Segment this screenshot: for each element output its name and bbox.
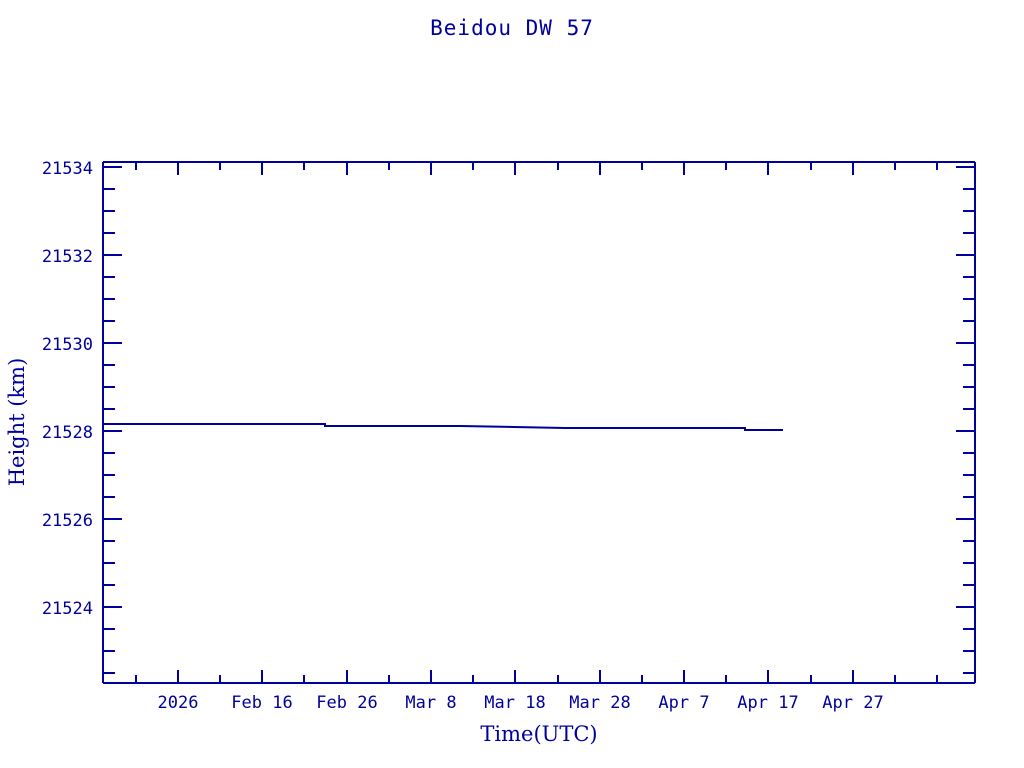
x-tick-label: Apr 17 bbox=[737, 693, 798, 713]
x-axis-ticks bbox=[135, 162, 938, 683]
x-tick-label: Feb 16 bbox=[231, 693, 292, 713]
plot-frame bbox=[102, 161, 976, 684]
x-tick-label: Mar 28 bbox=[569, 693, 630, 713]
y-axis-title: Height (km) bbox=[5, 358, 29, 487]
x-axis-title: Time(UTC) bbox=[480, 722, 597, 746]
y-tick-label: 21524 bbox=[42, 599, 93, 619]
y-axis-tick-labels: 21534 21532 21530 21528 21526 21524 bbox=[42, 159, 93, 619]
y-tick-label: 21530 bbox=[42, 335, 93, 355]
x-tick-label: Apr 7 bbox=[658, 693, 709, 713]
x-axis-tick-labels: 2026 Feb 16 Feb 26 Mar 8 Mar 18 Mar 28 A… bbox=[158, 693, 884, 713]
x-tick-label: Mar 18 bbox=[484, 693, 545, 713]
y-tick-label: 21534 bbox=[42, 159, 93, 179]
x-tick-label: Apr 27 bbox=[822, 693, 883, 713]
data-line-height bbox=[103, 423, 783, 431]
x-tick-label: Mar 8 bbox=[405, 693, 456, 713]
y-tick-label: 21526 bbox=[42, 511, 93, 531]
chart-title: Beidou DW 57 bbox=[430, 16, 594, 40]
y-tick-label: 21532 bbox=[42, 247, 93, 267]
x-tick-label: 2026 bbox=[158, 693, 199, 713]
x-tick-label: Feb 26 bbox=[316, 693, 377, 713]
y-axis-ticks bbox=[103, 166, 975, 674]
y-tick-label: 21528 bbox=[42, 423, 93, 443]
